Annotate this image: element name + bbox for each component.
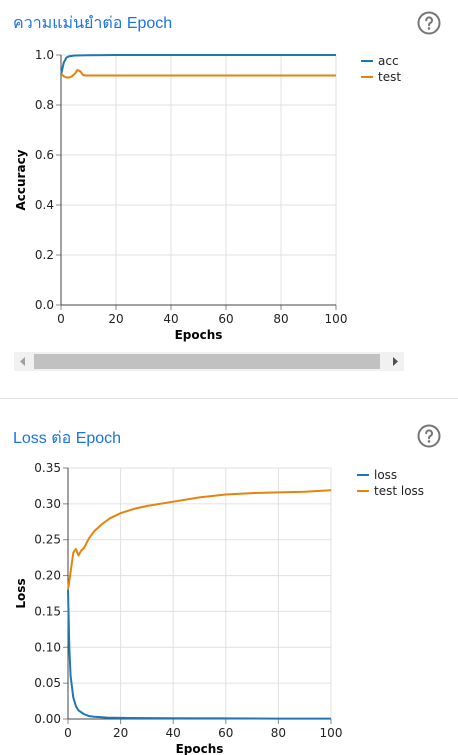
horizontal-scrollbar[interactable] <box>14 352 404 371</box>
help-circle-icon[interactable] <box>417 424 441 448</box>
legend-label: acc <box>378 54 399 68</box>
y-tick-label: 0.6 <box>35 148 54 162</box>
y-tick-label: 0.35 <box>34 461 61 475</box>
x-tick-label: 100 <box>325 312 348 326</box>
x-tick-label: 20 <box>108 312 123 326</box>
x-tick-label: 60 <box>218 312 233 326</box>
x-tick-label: 60 <box>218 726 233 740</box>
series-line-loss <box>67 589 331 720</box>
scroll-thumb[interactable] <box>34 354 380 369</box>
y-tick-label: 0.2 <box>35 248 54 262</box>
y-tick-label: 0.25 <box>34 533 61 547</box>
legend-label: test <box>378 70 401 84</box>
x-tick-label: 80 <box>273 312 288 326</box>
scroll-right-button[interactable] <box>386 352 404 371</box>
series-line-test-loss <box>67 489 332 591</box>
y-tick-label: 0.0 <box>35 298 54 312</box>
y-tick-label: 0.20 <box>34 569 61 583</box>
x-tick-label: 40 <box>166 726 181 740</box>
panel-divider <box>0 398 458 399</box>
x-axis-title: Epochs <box>176 742 224 755</box>
legend-label: loss <box>374 468 397 482</box>
y-tick-label: 0.8 <box>35 98 54 112</box>
x-tick-label: 40 <box>163 312 178 326</box>
caret-left-icon <box>20 357 25 366</box>
caret-right-icon <box>393 357 398 366</box>
scroll-left-button[interactable] <box>14 352 32 371</box>
panel-title-loss: Loss ต่อ Epoch <box>13 430 122 447</box>
x-tick-label: 0 <box>64 726 72 740</box>
accuracy-chart: 0.0 0.2 0.4 0.6 0.8 1.0 0 20 40 60 80 100 Epochs Accu… <box>14 48 401 342</box>
y-tick-label: 0.05 <box>34 676 61 690</box>
y-tick-label: 1.0 <box>35 48 54 62</box>
series-line-acc <box>60 54 336 76</box>
x-tick-label: 100 <box>320 726 343 740</box>
y-tick-label: 0.10 <box>34 640 61 654</box>
series-line-test <box>60 69 336 79</box>
panel-title-accuracy: ความแม่นยำต่อ Epoch <box>13 15 173 32</box>
y-axis-title: Accuracy <box>14 149 28 210</box>
y-tick-label: 0.4 <box>35 198 54 212</box>
y-tick-label: 0.00 <box>34 712 61 726</box>
x-tick-label: 80 <box>271 726 286 740</box>
x-tick-label: 0 <box>57 312 65 326</box>
x-tick-label: 20 <box>113 726 128 740</box>
y-tick-label: 0.15 <box>34 604 61 618</box>
y-axis-title: Loss <box>14 578 28 608</box>
x-axis-title: Epochs <box>175 328 223 342</box>
legend-label: test loss <box>374 484 424 498</box>
y-tick-label: 0.30 <box>34 497 61 511</box>
help-circle-icon[interactable] <box>417 11 441 35</box>
